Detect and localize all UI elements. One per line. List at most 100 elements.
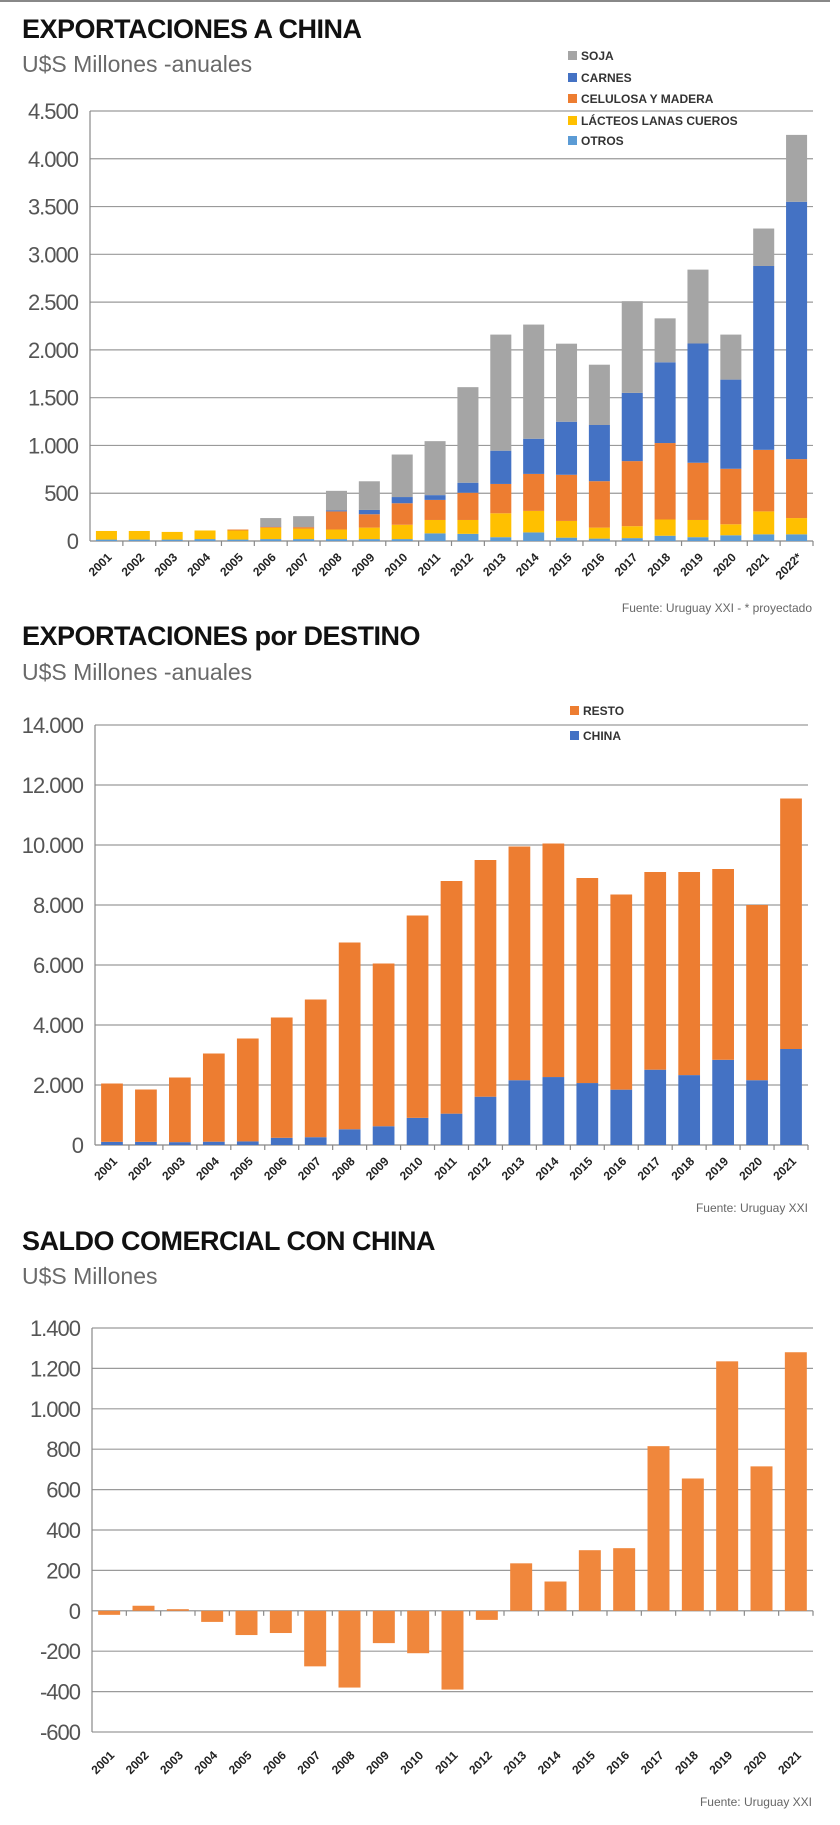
- bar-segment-otros: [588, 538, 610, 541]
- bar-segment-resto: [202, 1053, 225, 1142]
- x-tick-label: 2002: [123, 1748, 152, 1777]
- bar-segment-celulosa-y-madera: [786, 459, 808, 519]
- bar-segment-soja: [325, 490, 347, 511]
- bar-segment-otros: [621, 538, 643, 541]
- bar-segment-china: [644, 1069, 667, 1145]
- x-tick-label: 2014: [533, 1154, 562, 1183]
- bar-segment-soja: [786, 134, 808, 202]
- bar-segment-celulosa-y-madera: [753, 449, 775, 512]
- bar-segment-otros: [227, 539, 249, 541]
- x-tick-label: 2007: [295, 1154, 324, 1183]
- plot-area: -600 -400 -200 0 200 400 600 800 1.000 1.200 1.400…: [30, 1316, 814, 1777]
- legend-swatch: [568, 94, 577, 103]
- x-tick-label: 2011: [431, 1154, 460, 1183]
- legend-label: OTROS: [581, 134, 624, 148]
- bar-segment-celulosa-y-madera: [621, 461, 643, 527]
- y-tick-label: 4.500: [28, 99, 79, 124]
- bar-segment-soja: [358, 481, 380, 510]
- bar-segment-soja: [523, 324, 545, 439]
- bar: [784, 1352, 807, 1611]
- bar-segment-l-cteos-lanas-cueros: [588, 527, 610, 539]
- chart-source: Fuente: Uruguay XXI: [696, 1201, 808, 1215]
- chart-subtitle: U$S Millones -anuales: [22, 51, 252, 77]
- bar: [613, 1548, 636, 1611]
- x-tick-label: 2001: [86, 550, 115, 579]
- bar-segment-celulosa-y-madera: [556, 474, 578, 521]
- bar-segment-l-cteos-lanas-cueros: [358, 527, 380, 540]
- bar-segment-soja: [556, 343, 578, 422]
- bar: [407, 1610, 430, 1654]
- bar-segment-resto: [304, 999, 327, 1138]
- bar-segment-china: [338, 1129, 361, 1145]
- y-tick-label: 1.200: [30, 1356, 81, 1381]
- bar-segment-carnes: [720, 379, 742, 469]
- bar: [372, 1610, 395, 1644]
- x-tick-label: 2009: [349, 550, 378, 579]
- bar-segment-soja: [391, 454, 413, 498]
- y-tick-label: 10.000: [22, 833, 84, 858]
- bar-segment-otros: [753, 534, 775, 541]
- bar: [98, 1610, 121, 1615]
- bar-segment-carnes: [786, 201, 808, 460]
- bar-segment-resto: [712, 869, 734, 1060]
- bar-segment-l-cteos-lanas-cueros: [457, 519, 479, 534]
- x-tick-label: 2019: [677, 550, 706, 579]
- bar: [681, 1478, 704, 1611]
- bar-segment-otros: [260, 539, 282, 541]
- bar-segment-carnes: [358, 509, 380, 515]
- y-tick-label: 1.000: [28, 433, 79, 458]
- x-tick-label: 2014: [513, 550, 542, 579]
- bar: [132, 1605, 155, 1611]
- x-tick-label: 2004: [193, 1154, 222, 1183]
- bar-segment-resto: [644, 872, 667, 1070]
- bar-segment-l-cteos-lanas-cueros: [128, 530, 150, 540]
- x-tick-label: 2002: [119, 550, 148, 579]
- y-tick-label: 1.400: [30, 1316, 81, 1341]
- x-tick-label: 2021: [770, 1154, 799, 1183]
- bar-segment-soja: [457, 387, 479, 483]
- bar-segment-otros: [325, 539, 347, 541]
- bar-segment-celulosa-y-madera: [523, 473, 545, 511]
- bar-segment-l-cteos-lanas-cueros: [293, 528, 315, 540]
- chart-source: Fuente: Uruguay XXI - * proyectado: [622, 601, 812, 615]
- bar-segment-soja: [260, 518, 282, 527]
- x-tick-label: 2013: [501, 1748, 530, 1777]
- x-tick-label: 2009: [363, 1748, 392, 1777]
- chart-subtitle: U$S Millones -anuales: [22, 659, 252, 685]
- legend-swatch: [568, 116, 577, 125]
- y-tick-label: 2.000: [33, 1073, 84, 1098]
- bar-segment-l-cteos-lanas-cueros: [227, 530, 249, 540]
- bar: [235, 1610, 258, 1636]
- y-tick-label: -400: [40, 1680, 81, 1705]
- y-tick-label: 0: [72, 1133, 84, 1158]
- bar-segment-otros: [490, 537, 512, 541]
- bar-segment-resto: [440, 881, 463, 1114]
- bar-segment-carnes: [490, 450, 512, 484]
- bar-segment-l-cteos-lanas-cueros: [786, 518, 808, 535]
- bar-segment-l-cteos-lanas-cueros: [654, 519, 676, 536]
- x-tick-label: 2004: [184, 550, 213, 579]
- bar-segment-l-cteos-lanas-cueros: [325, 529, 347, 540]
- y-tick-label: 200: [46, 1558, 80, 1583]
- bar-segment-l-cteos-lanas-cueros: [424, 519, 446, 534]
- bar-segment-china: [746, 1080, 768, 1145]
- bar-segment-otros: [358, 539, 380, 541]
- x-tick-label: 2012: [466, 1748, 495, 1777]
- x-tick-label: 2021: [743, 550, 772, 579]
- bar-segment-resto: [406, 915, 429, 1118]
- bar-segment-china: [678, 1075, 701, 1145]
- bar-segment-china: [304, 1137, 327, 1145]
- x-tick-label: 2018: [644, 550, 673, 579]
- bar-segment-l-cteos-lanas-cueros: [621, 526, 643, 539]
- x-tick-label: 2013: [480, 550, 509, 579]
- bar-segment-resto: [169, 1077, 191, 1143]
- x-tick-label: 2016: [601, 1154, 630, 1183]
- legend-swatch: [568, 51, 577, 60]
- chart-source: Fuente: Uruguay XXI: [700, 1795, 812, 1809]
- x-tick-label: 2004: [192, 1748, 221, 1777]
- bar-segment-otros: [654, 535, 676, 541]
- y-tick-label: 0: [69, 1599, 81, 1624]
- bar-segment-resto: [101, 1083, 123, 1142]
- x-tick-label: 2020: [710, 550, 739, 579]
